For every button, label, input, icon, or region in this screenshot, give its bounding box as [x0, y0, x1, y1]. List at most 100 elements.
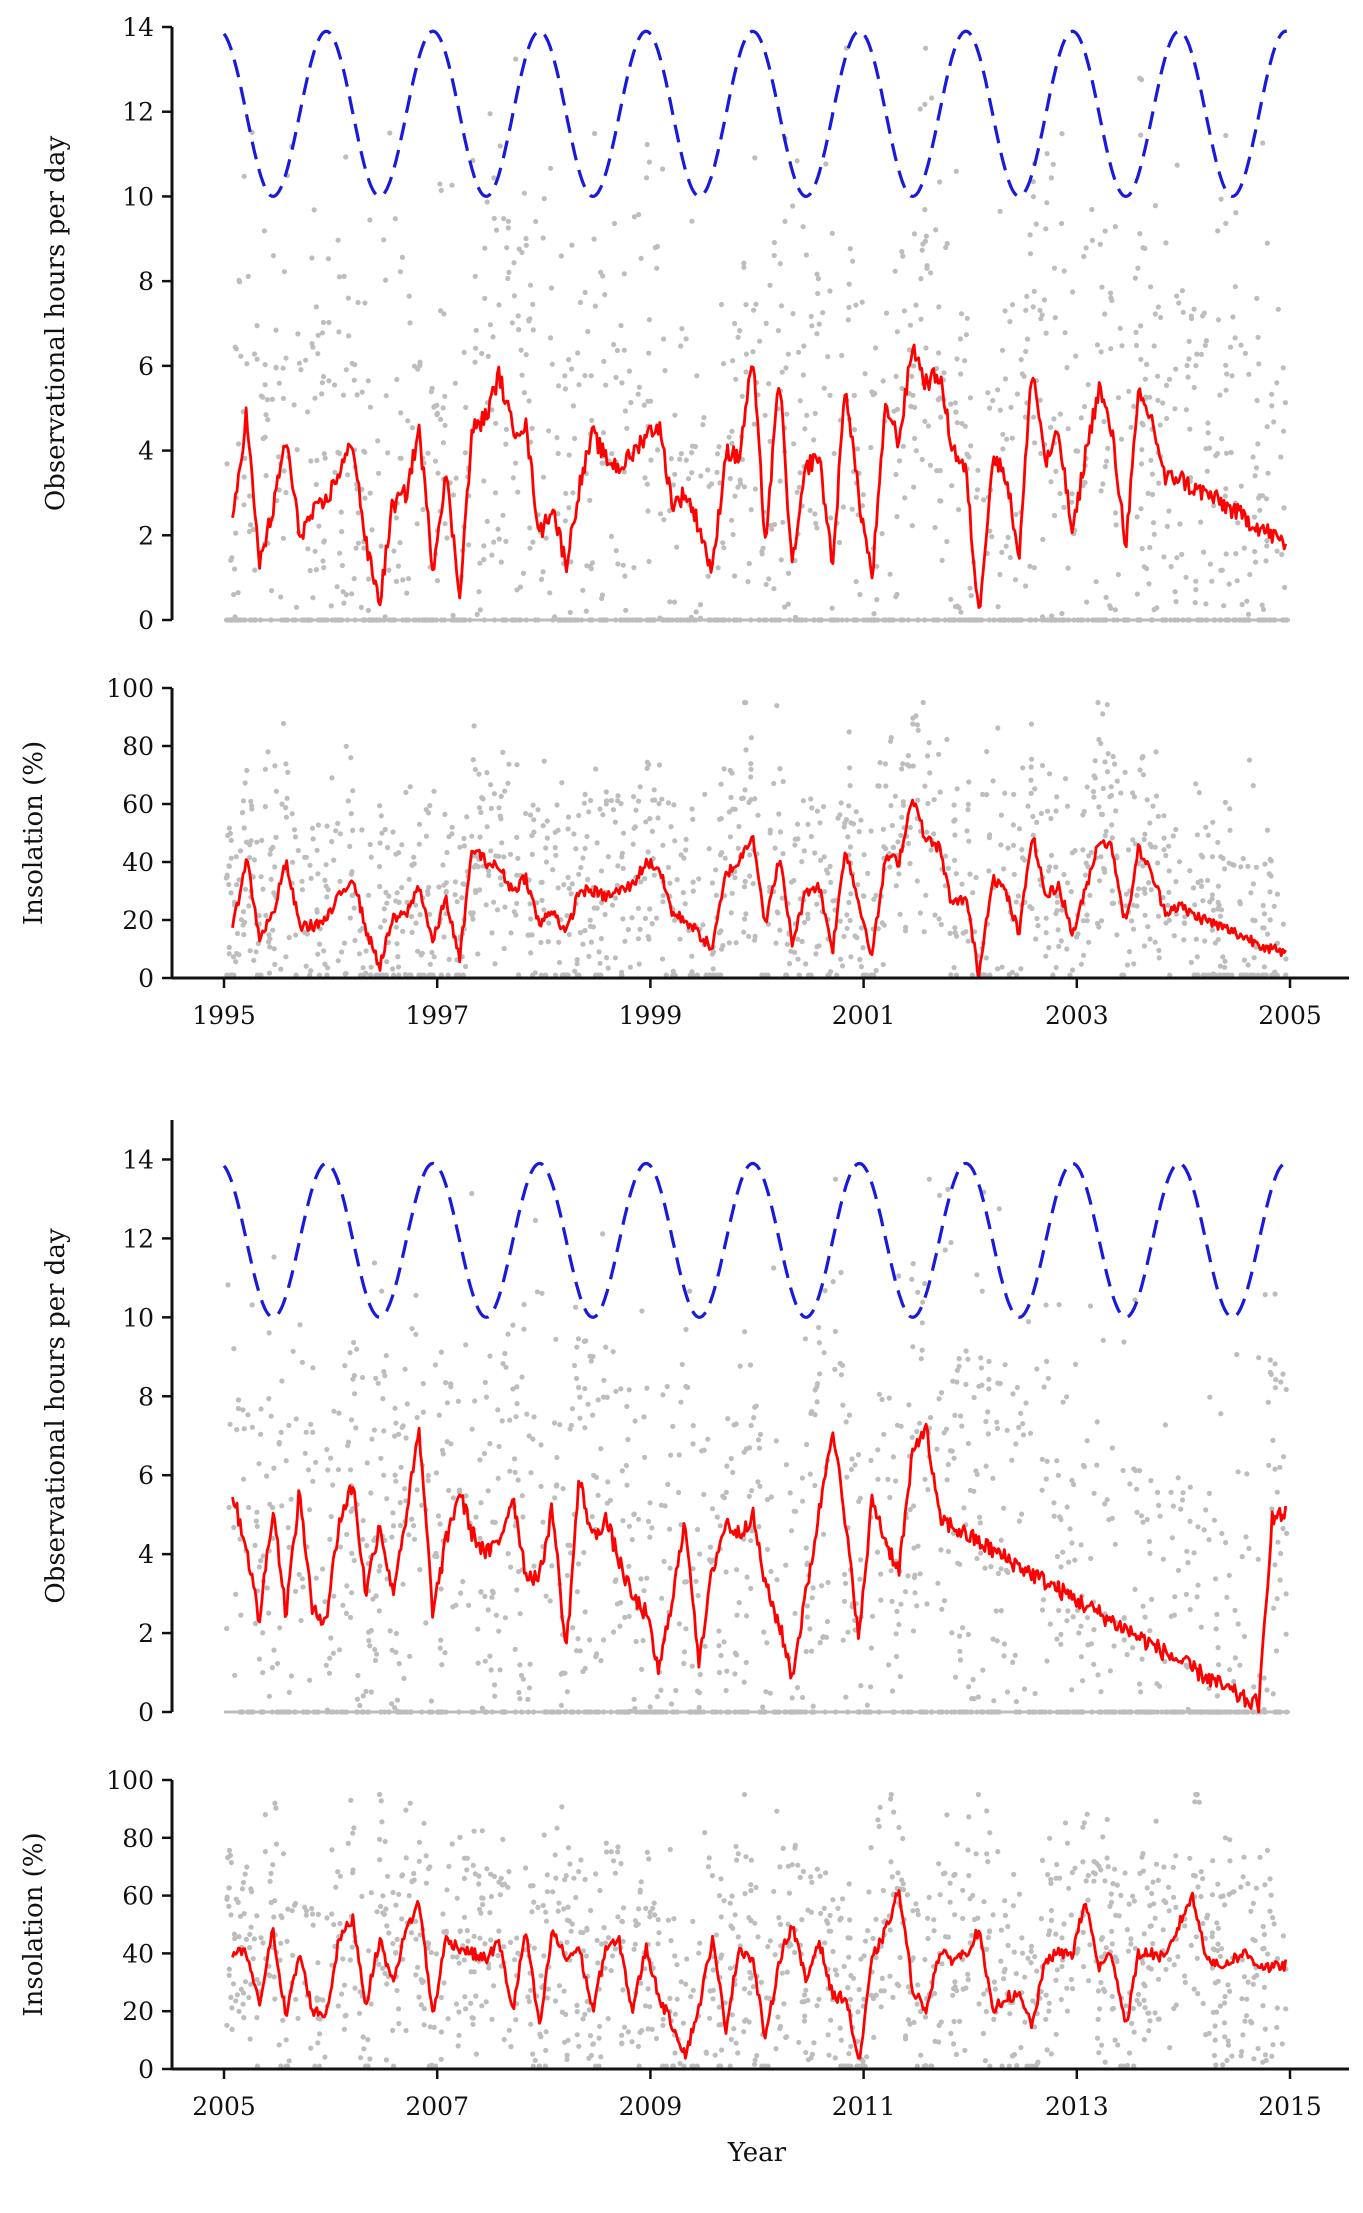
- scatter-point: [589, 417, 595, 423]
- scatter-point: [690, 879, 696, 885]
- scatter-point: [272, 763, 278, 769]
- scatter-point: [802, 426, 808, 432]
- scatter-point: [807, 1471, 813, 1477]
- scatter-point: [963, 332, 970, 338]
- scatter-point: [393, 1630, 399, 1637]
- scatter-point: [1084, 1811, 1090, 1817]
- scatter-point: [1140, 422, 1146, 428]
- scatter-point: [556, 959, 563, 966]
- scatter-point: [921, 929, 927, 935]
- scatter-point: [743, 351, 750, 357]
- scatter-point: [840, 504, 847, 510]
- scatter-point: [340, 392, 347, 398]
- scatter-point: [322, 1599, 328, 1605]
- scatter-point: [1139, 1656, 1145, 1662]
- scatter-point: [614, 1601, 621, 1607]
- scatter-point: [1255, 2045, 1261, 2052]
- scatter-point: [1020, 1421, 1026, 1427]
- scatter-point: [1047, 1835, 1053, 1841]
- scatter-point: [531, 1563, 537, 1569]
- scatter-point: [775, 328, 782, 334]
- scatter-point: [636, 961, 642, 967]
- scatter-point: [368, 1689, 374, 1695]
- scatter-point: [938, 921, 944, 928]
- scatter-point: [492, 1519, 498, 1525]
- scatter-point: [296, 360, 302, 366]
- scatter-point: [795, 936, 801, 942]
- scatter-point: [523, 235, 529, 242]
- scatter-point: [1055, 927, 1061, 933]
- scatter-point: [1264, 827, 1271, 833]
- scatter-point: [987, 528, 993, 534]
- scatter-point: [532, 1217, 539, 1223]
- scatter-point: [1203, 446, 1209, 452]
- scatter-point: [629, 915, 635, 921]
- scatter-point: [742, 916, 748, 922]
- scatter-point: [656, 801, 662, 807]
- scatter-point: [1181, 937, 1187, 943]
- scatter-point: [1031, 288, 1037, 294]
- scatter-point: [443, 1380, 449, 1386]
- scatter-point: [803, 1545, 809, 1551]
- scatter-point: [772, 845, 778, 851]
- scatter-point: [786, 961, 793, 967]
- scatter-point: [812, 1482, 818, 1489]
- scatter-point: [764, 1497, 771, 1503]
- scatter-point: [603, 1840, 609, 1846]
- scatter-point: [262, 766, 268, 772]
- scatter-point: [888, 738, 894, 744]
- scatter-point: [651, 872, 658, 878]
- scatter-point: [244, 361, 250, 367]
- scatter-point: [965, 1977, 971, 1983]
- scatter-point: [752, 486, 759, 492]
- scatter-point: [603, 798, 610, 804]
- scatter-point: [910, 1908, 916, 1914]
- scatter-point: [1262, 1292, 1268, 1298]
- scatter-point: [1260, 1946, 1266, 1952]
- scatter-point: [1227, 344, 1234, 350]
- scatter-point: [767, 438, 773, 444]
- scatter-point: [439, 1662, 445, 1668]
- scatter-point: [392, 1705, 398, 1711]
- scatter-point: [308, 1421, 314, 1427]
- scatter-point: [893, 1653, 900, 1660]
- scatter-point: [1222, 1902, 1228, 1908]
- scatter-point: [841, 824, 847, 830]
- scatter-point: [481, 543, 487, 549]
- scatter-point: [331, 857, 337, 863]
- scatter-point: [847, 246, 853, 252]
- scatter-point: [442, 422, 448, 428]
- scatter-point: [857, 956, 863, 963]
- scatter-point: [1011, 871, 1017, 878]
- scatter-point: [998, 1566, 1004, 1572]
- scatter-point: [613, 1388, 619, 1394]
- scatter-point: [1078, 1623, 1084, 1629]
- scatter-point: [1219, 1946, 1225, 1952]
- scatter-point: [1251, 1684, 1257, 1690]
- scatter-point: [912, 435, 918, 441]
- scatter-point: [1173, 911, 1179, 917]
- scatter-point: [547, 590, 553, 596]
- scatter-point: [1069, 1477, 1075, 1483]
- scatter-point: [604, 1394, 610, 1400]
- scatter-point: [319, 380, 325, 386]
- scatter-point: [605, 965, 611, 971]
- scatter-point: [965, 938, 971, 944]
- scatter-point: [827, 288, 833, 294]
- scatter-point: [931, 797, 937, 803]
- scatter-point: [945, 1548, 952, 1555]
- scatter-point: [1281, 1454, 1287, 1460]
- scatter-point: [668, 1701, 675, 1707]
- scatter-point: [1166, 889, 1172, 895]
- scatter-point: [432, 1553, 438, 1559]
- scatter-point: [1265, 1399, 1271, 1405]
- scatter-point: [705, 1436, 711, 1442]
- scatter-point: [621, 469, 627, 475]
- scatter-point: [262, 434, 268, 440]
- scatter-point: [990, 397, 996, 404]
- scatter-point: [384, 959, 390, 965]
- scatter-point: [1078, 1542, 1084, 1548]
- scatter-point: [995, 725, 1001, 731]
- scatter-point: [897, 1673, 904, 1680]
- scatter-point: [283, 355, 289, 361]
